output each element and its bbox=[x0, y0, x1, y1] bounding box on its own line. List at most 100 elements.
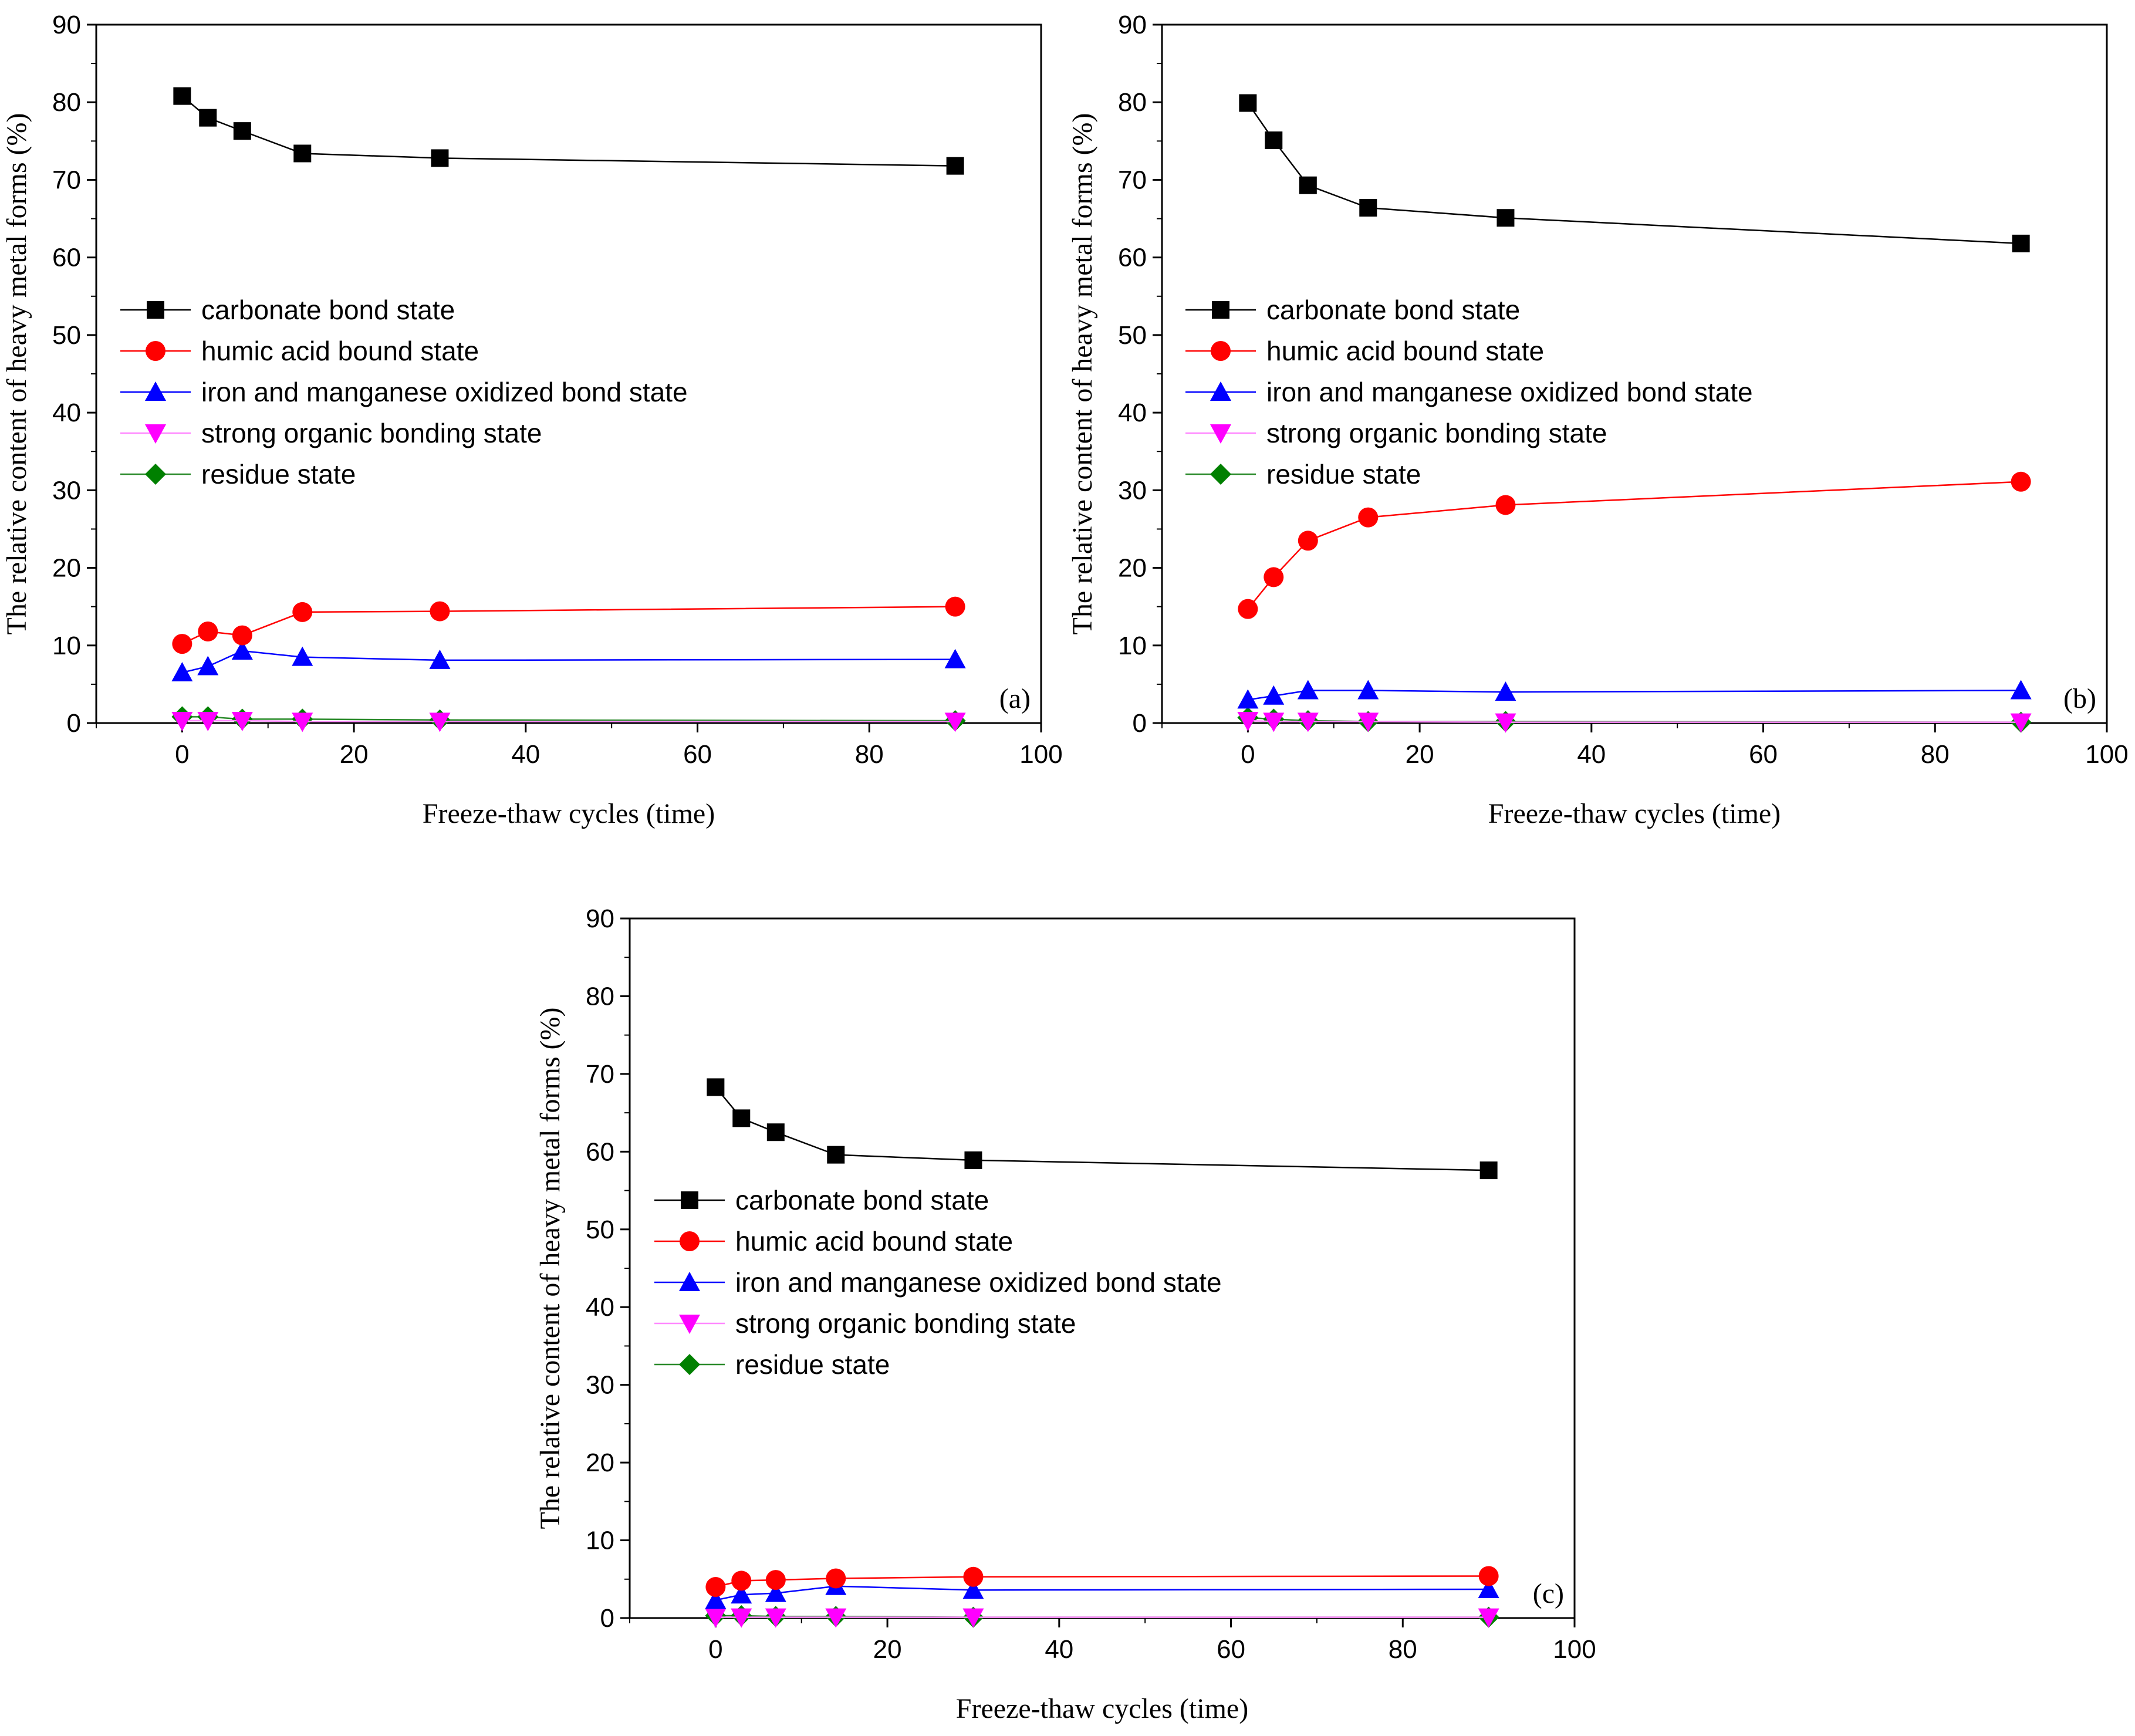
data-point bbox=[1358, 507, 1379, 528]
y-tick-label: 10 bbox=[1118, 631, 1147, 660]
legend-label: strong organic bonding state bbox=[1266, 418, 1607, 448]
legend-label: strong organic bonding state bbox=[735, 1308, 1076, 1339]
legend-label: residue state bbox=[1266, 459, 1421, 489]
series-1 bbox=[1239, 94, 2030, 252]
data-point bbox=[1359, 199, 1377, 217]
y-tick-label: 90 bbox=[586, 904, 614, 933]
legend-label: iron and manganese oxidized bond state bbox=[735, 1267, 1222, 1298]
series-line bbox=[1247, 102, 2021, 245]
x-tick-label: 40 bbox=[1577, 740, 1606, 769]
data-point bbox=[430, 601, 450, 622]
y-tick-label: 20 bbox=[52, 554, 81, 583]
y-axis-title: The relative content of heavy metal form… bbox=[535, 1008, 566, 1529]
legend-label: iron and manganese oxidized bond state bbox=[201, 377, 688, 407]
legend-label: carbonate bond state bbox=[735, 1185, 989, 1215]
legend-marker bbox=[681, 1191, 698, 1209]
data-point bbox=[731, 1608, 752, 1628]
chart-panel-2: 0 10 20 30 40 50 60 70 80 90 0 20 40 60 80 100 Freeze-th… bbox=[1067, 11, 2129, 829]
data-point bbox=[827, 1146, 845, 1164]
y-tick-label: 60 bbox=[1118, 244, 1147, 272]
data-point bbox=[705, 1589, 727, 1609]
legend-marker bbox=[145, 381, 166, 401]
y-tick-label: 40 bbox=[586, 1293, 614, 1322]
y-tick-label: 90 bbox=[1118, 11, 1147, 39]
legend-label: humic acid bound state bbox=[201, 336, 479, 366]
series-4 bbox=[705, 1608, 1499, 1628]
data-point bbox=[963, 1566, 984, 1587]
data-point bbox=[964, 1151, 982, 1169]
y-tick-label: 20 bbox=[1118, 554, 1147, 583]
legend: carbonate bond state humic acid bound sta… bbox=[120, 295, 688, 489]
data-point bbox=[766, 1123, 785, 1141]
y-tick-label: 60 bbox=[586, 1137, 614, 1166]
x-tick-label: 100 bbox=[2085, 740, 2128, 769]
data-point bbox=[731, 1570, 752, 1591]
data-point bbox=[292, 712, 313, 732]
data-point bbox=[1495, 681, 1516, 701]
data-point bbox=[1263, 712, 1285, 732]
x-tick-label: 80 bbox=[1921, 740, 1950, 769]
data-point bbox=[962, 1579, 984, 1599]
legend-marker bbox=[145, 424, 166, 444]
series-5 bbox=[705, 1605, 1499, 1628]
data-point bbox=[171, 662, 193, 682]
data-point bbox=[293, 144, 312, 163]
legend-label: humic acid bound state bbox=[735, 1226, 1013, 1257]
chart-panel-1: 0 10 20 30 40 50 60 70 80 90 0 20 40 60 80 100 Freeze-th… bbox=[1, 11, 1063, 829]
series-1 bbox=[707, 1078, 1498, 1180]
data-point bbox=[431, 149, 449, 167]
legend-marker bbox=[679, 1272, 700, 1291]
x-tick-label: 80 bbox=[1389, 1635, 1417, 1664]
y-tick-label: 90 bbox=[52, 11, 81, 39]
y-tick-label: 0 bbox=[1133, 709, 1147, 738]
data-point bbox=[944, 649, 966, 668]
legend-label: carbonate bond state bbox=[1266, 295, 1520, 325]
data-point bbox=[765, 1570, 786, 1590]
data-point bbox=[1239, 94, 1257, 112]
y-tick-label: 70 bbox=[586, 1060, 614, 1089]
data-point bbox=[197, 712, 219, 732]
x-axis-title: Freeze-thaw cycles (time) bbox=[423, 798, 715, 829]
plot-frame bbox=[1161, 23, 2108, 724]
series-2 bbox=[172, 596, 965, 654]
data-point bbox=[945, 596, 965, 617]
x-tick-label: 60 bbox=[1749, 740, 1778, 769]
legend-marker bbox=[1211, 341, 1231, 361]
data-point bbox=[1478, 1566, 1499, 1586]
data-point bbox=[705, 1577, 726, 1597]
x-tick-label: 20 bbox=[340, 740, 369, 769]
legend-marker bbox=[1210, 464, 1231, 485]
y-tick-label: 0 bbox=[67, 709, 81, 738]
data-point bbox=[765, 1608, 786, 1628]
y-tick-label: 80 bbox=[1118, 88, 1147, 117]
legend-marker bbox=[1210, 424, 1231, 444]
y-tick-label: 10 bbox=[586, 1526, 614, 1555]
data-point bbox=[231, 640, 253, 660]
x-axis-title: Freeze-thaw cycles (time) bbox=[956, 1693, 1248, 1724]
legend-label: strong organic bonding state bbox=[201, 418, 542, 448]
data-point bbox=[1479, 1161, 1498, 1180]
data-point bbox=[1357, 712, 1379, 732]
data-point bbox=[1496, 209, 1515, 227]
data-point bbox=[1299, 176, 1317, 194]
data-point bbox=[732, 1109, 751, 1127]
data-point bbox=[197, 656, 219, 676]
data-point bbox=[1297, 680, 1319, 700]
data-point bbox=[198, 621, 218, 641]
series-3 bbox=[1237, 680, 2032, 709]
data-point bbox=[1238, 599, 1258, 619]
legend: carbonate bond state humic acid bound sta… bbox=[1185, 295, 1753, 489]
legend-marker bbox=[145, 464, 166, 485]
y-tick-label: 40 bbox=[52, 398, 81, 427]
y-tick-label: 50 bbox=[52, 321, 81, 350]
panel-label: (b) bbox=[2063, 683, 2096, 714]
y-tick-label: 30 bbox=[1118, 476, 1147, 505]
legend-label: iron and manganese oxidized bond state bbox=[1266, 377, 1753, 407]
data-point bbox=[1263, 685, 1285, 705]
data-point bbox=[2010, 713, 2032, 733]
data-point bbox=[826, 1568, 846, 1589]
series-2 bbox=[705, 1566, 1499, 1597]
y-tick-label: 70 bbox=[52, 166, 81, 194]
data-point bbox=[962, 1608, 984, 1628]
legend-marker bbox=[680, 1231, 700, 1251]
